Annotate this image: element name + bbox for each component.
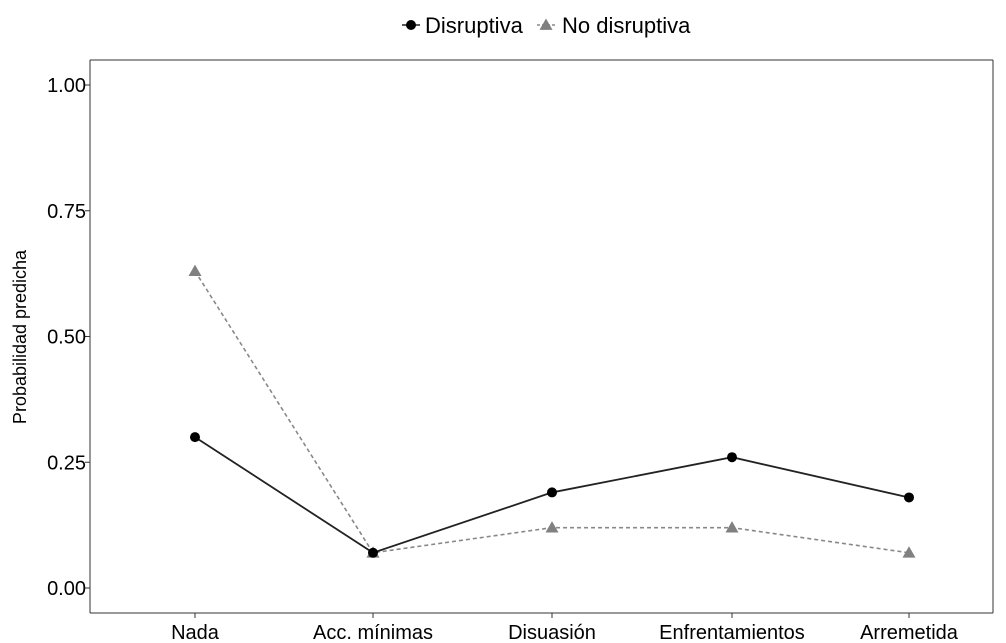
- data-point-no-disruptiva: [188, 264, 202, 276]
- data-point-disruptiva: [547, 487, 557, 498]
- legend-item-no-disruptiva: No disruptiva: [537, 13, 691, 38]
- legend: Disruptiva No disruptiva: [402, 13, 691, 38]
- legend-item-disruptiva: Disruptiva: [402, 13, 524, 38]
- x-ticks: Nada Acc. mínimas Disuasión Enfrentamientos…: [171, 613, 959, 643]
- legend-label: No disruptiva: [562, 13, 691, 38]
- x-tick-label: Enfrentamientos: [659, 622, 805, 643]
- legend-key-marker: [406, 20, 416, 30]
- y-tick-label: 0.25: [47, 452, 86, 474]
- series-group: [188, 264, 916, 558]
- y-ticks: 0.00 0.25 0.50 0.75 1.00: [47, 75, 90, 600]
- data-point-no-disruptiva: [725, 521, 739, 533]
- x-tick-label: Disuasión: [508, 622, 596, 643]
- data-point-disruptiva: [727, 452, 737, 463]
- series-line-no-disruptiva: [194, 270, 910, 554]
- y-tick-label: 0.00: [47, 578, 86, 600]
- y-tick-label: 1.00: [47, 75, 86, 97]
- legend-key-marker: [539, 18, 553, 30]
- data-point-disruptiva: [904, 492, 914, 503]
- legend-label: Disruptiva: [425, 13, 524, 38]
- y-tick-label: 0.50: [47, 327, 86, 349]
- x-tick-label: Arremetida: [860, 622, 959, 643]
- series-disruptiva: [190, 432, 914, 558]
- y-tick-label: 0.75: [47, 201, 86, 223]
- axes: [89, 59, 994, 614]
- data-point-no-disruptiva: [545, 521, 559, 533]
- x-tick-label: Acc. mínimas: [313, 622, 433, 643]
- y-axis-title: Probabilidad predicha: [10, 249, 30, 424]
- x-tick-label: Nada: [171, 622, 220, 643]
- data-point-disruptiva: [190, 432, 200, 443]
- series-no-disruptiva: [188, 264, 916, 558]
- data-point-disruptiva: [368, 547, 378, 558]
- data-point-no-disruptiva: [902, 546, 916, 558]
